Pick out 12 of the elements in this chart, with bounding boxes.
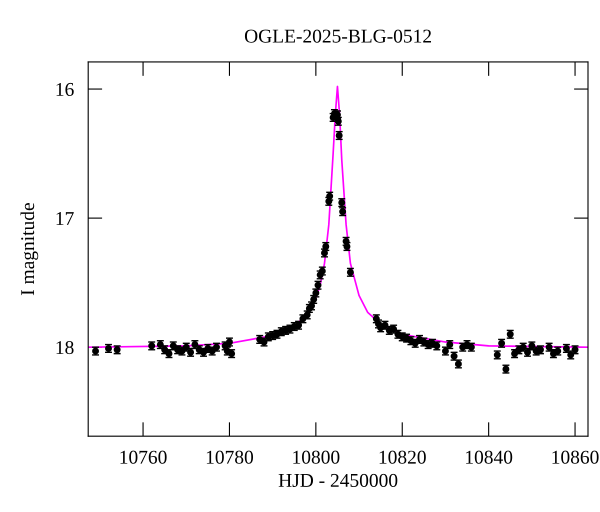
y-tick-label: 18 <box>56 340 74 354</box>
x-axis-title: HJD - 2450000 <box>278 474 398 487</box>
y-axis-title: I magnitude <box>20 203 38 296</box>
x-tick-label: 10860 <box>552 450 599 464</box>
x-tick-label: 10820 <box>380 450 426 464</box>
x-tick-label: 10780 <box>206 450 254 464</box>
x-tick-label: 10760 <box>120 450 167 464</box>
chart-title: OGLE-2025-BLG-0512 <box>244 30 431 43</box>
x-tick-label: 10840 <box>466 450 512 464</box>
x-tick-label: 10800 <box>293 450 340 464</box>
y-tick-label: 17 <box>56 212 74 225</box>
y-tick-label: 16 <box>56 82 74 96</box>
